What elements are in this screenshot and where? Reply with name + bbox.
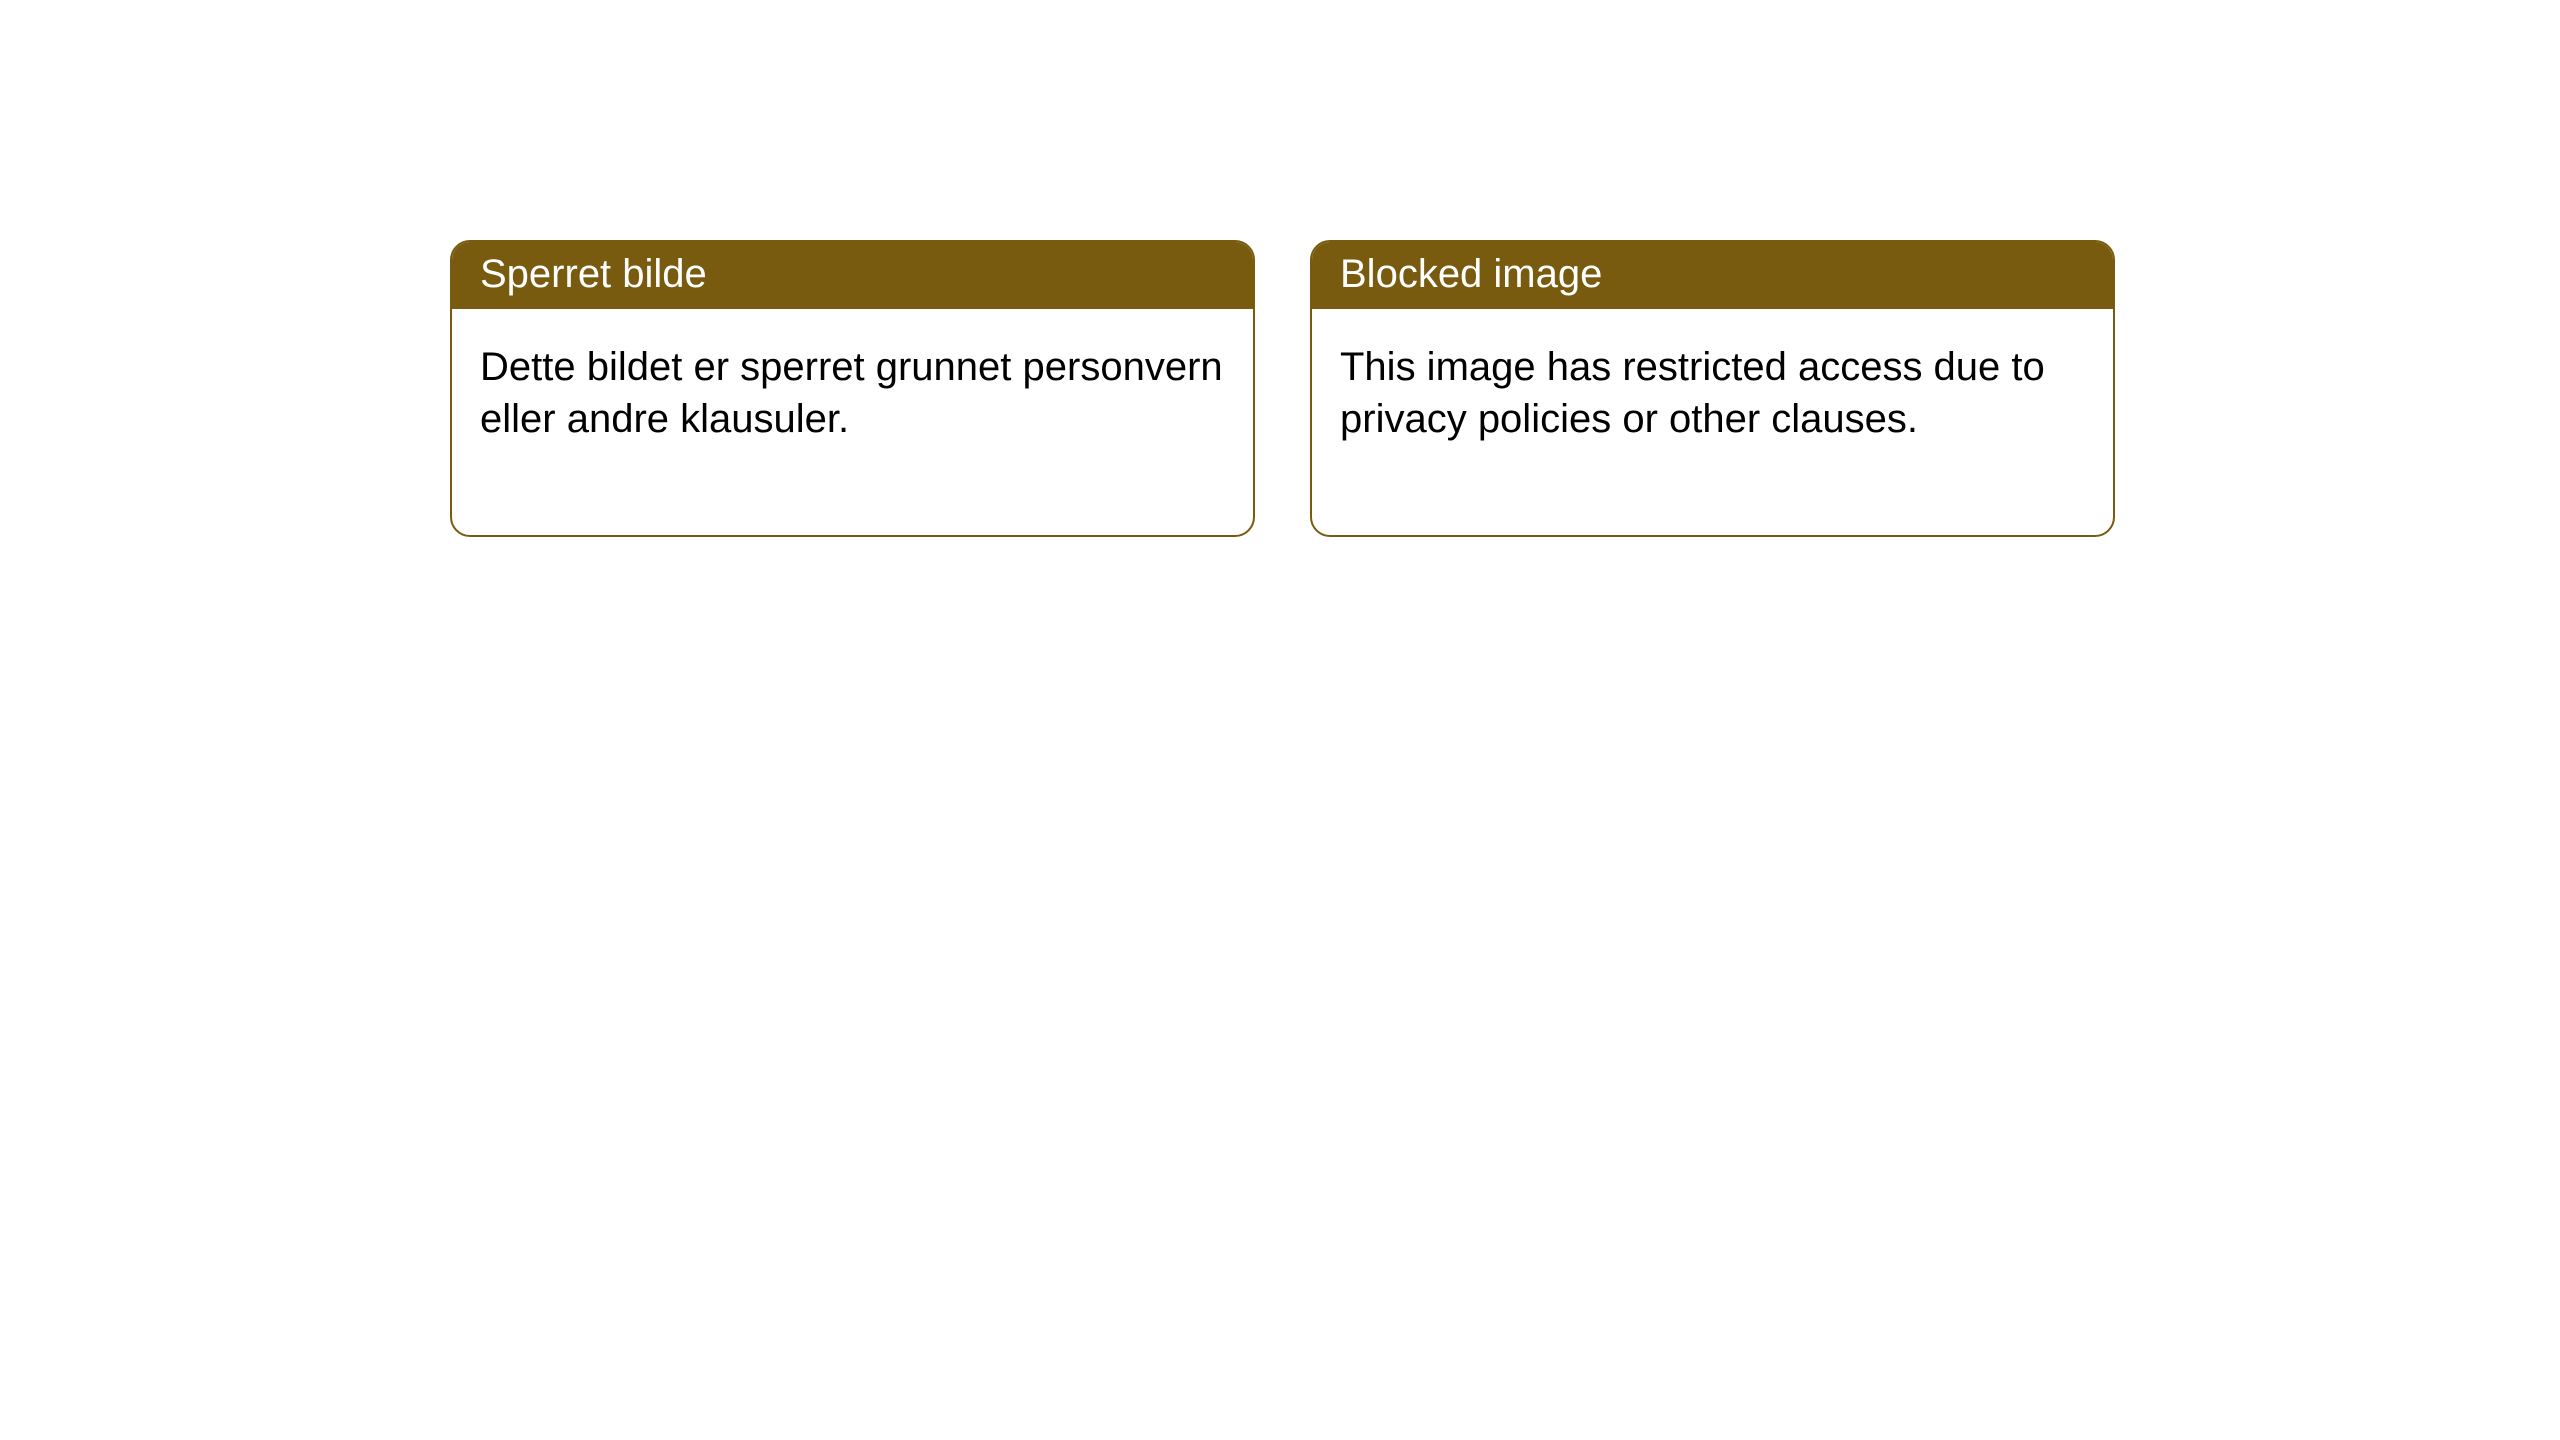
notice-container: Sperret bilde Dette bildet er sperret gr… [450, 240, 2115, 537]
notice-title: Blocked image [1340, 252, 1602, 296]
notice-title: Sperret bilde [480, 252, 707, 296]
notice-header: Blocked image [1312, 242, 2113, 309]
notice-header: Sperret bilde [452, 242, 1253, 309]
notice-message: Dette bildet er sperret grunnet personve… [480, 345, 1223, 441]
notice-card-english: Blocked image This image has restricted … [1310, 240, 2115, 537]
notice-body: Dette bildet er sperret grunnet personve… [452, 309, 1253, 535]
notice-message: This image has restricted access due to … [1340, 345, 2045, 441]
notice-card-norwegian: Sperret bilde Dette bildet er sperret gr… [450, 240, 1255, 537]
notice-body: This image has restricted access due to … [1312, 309, 2113, 535]
